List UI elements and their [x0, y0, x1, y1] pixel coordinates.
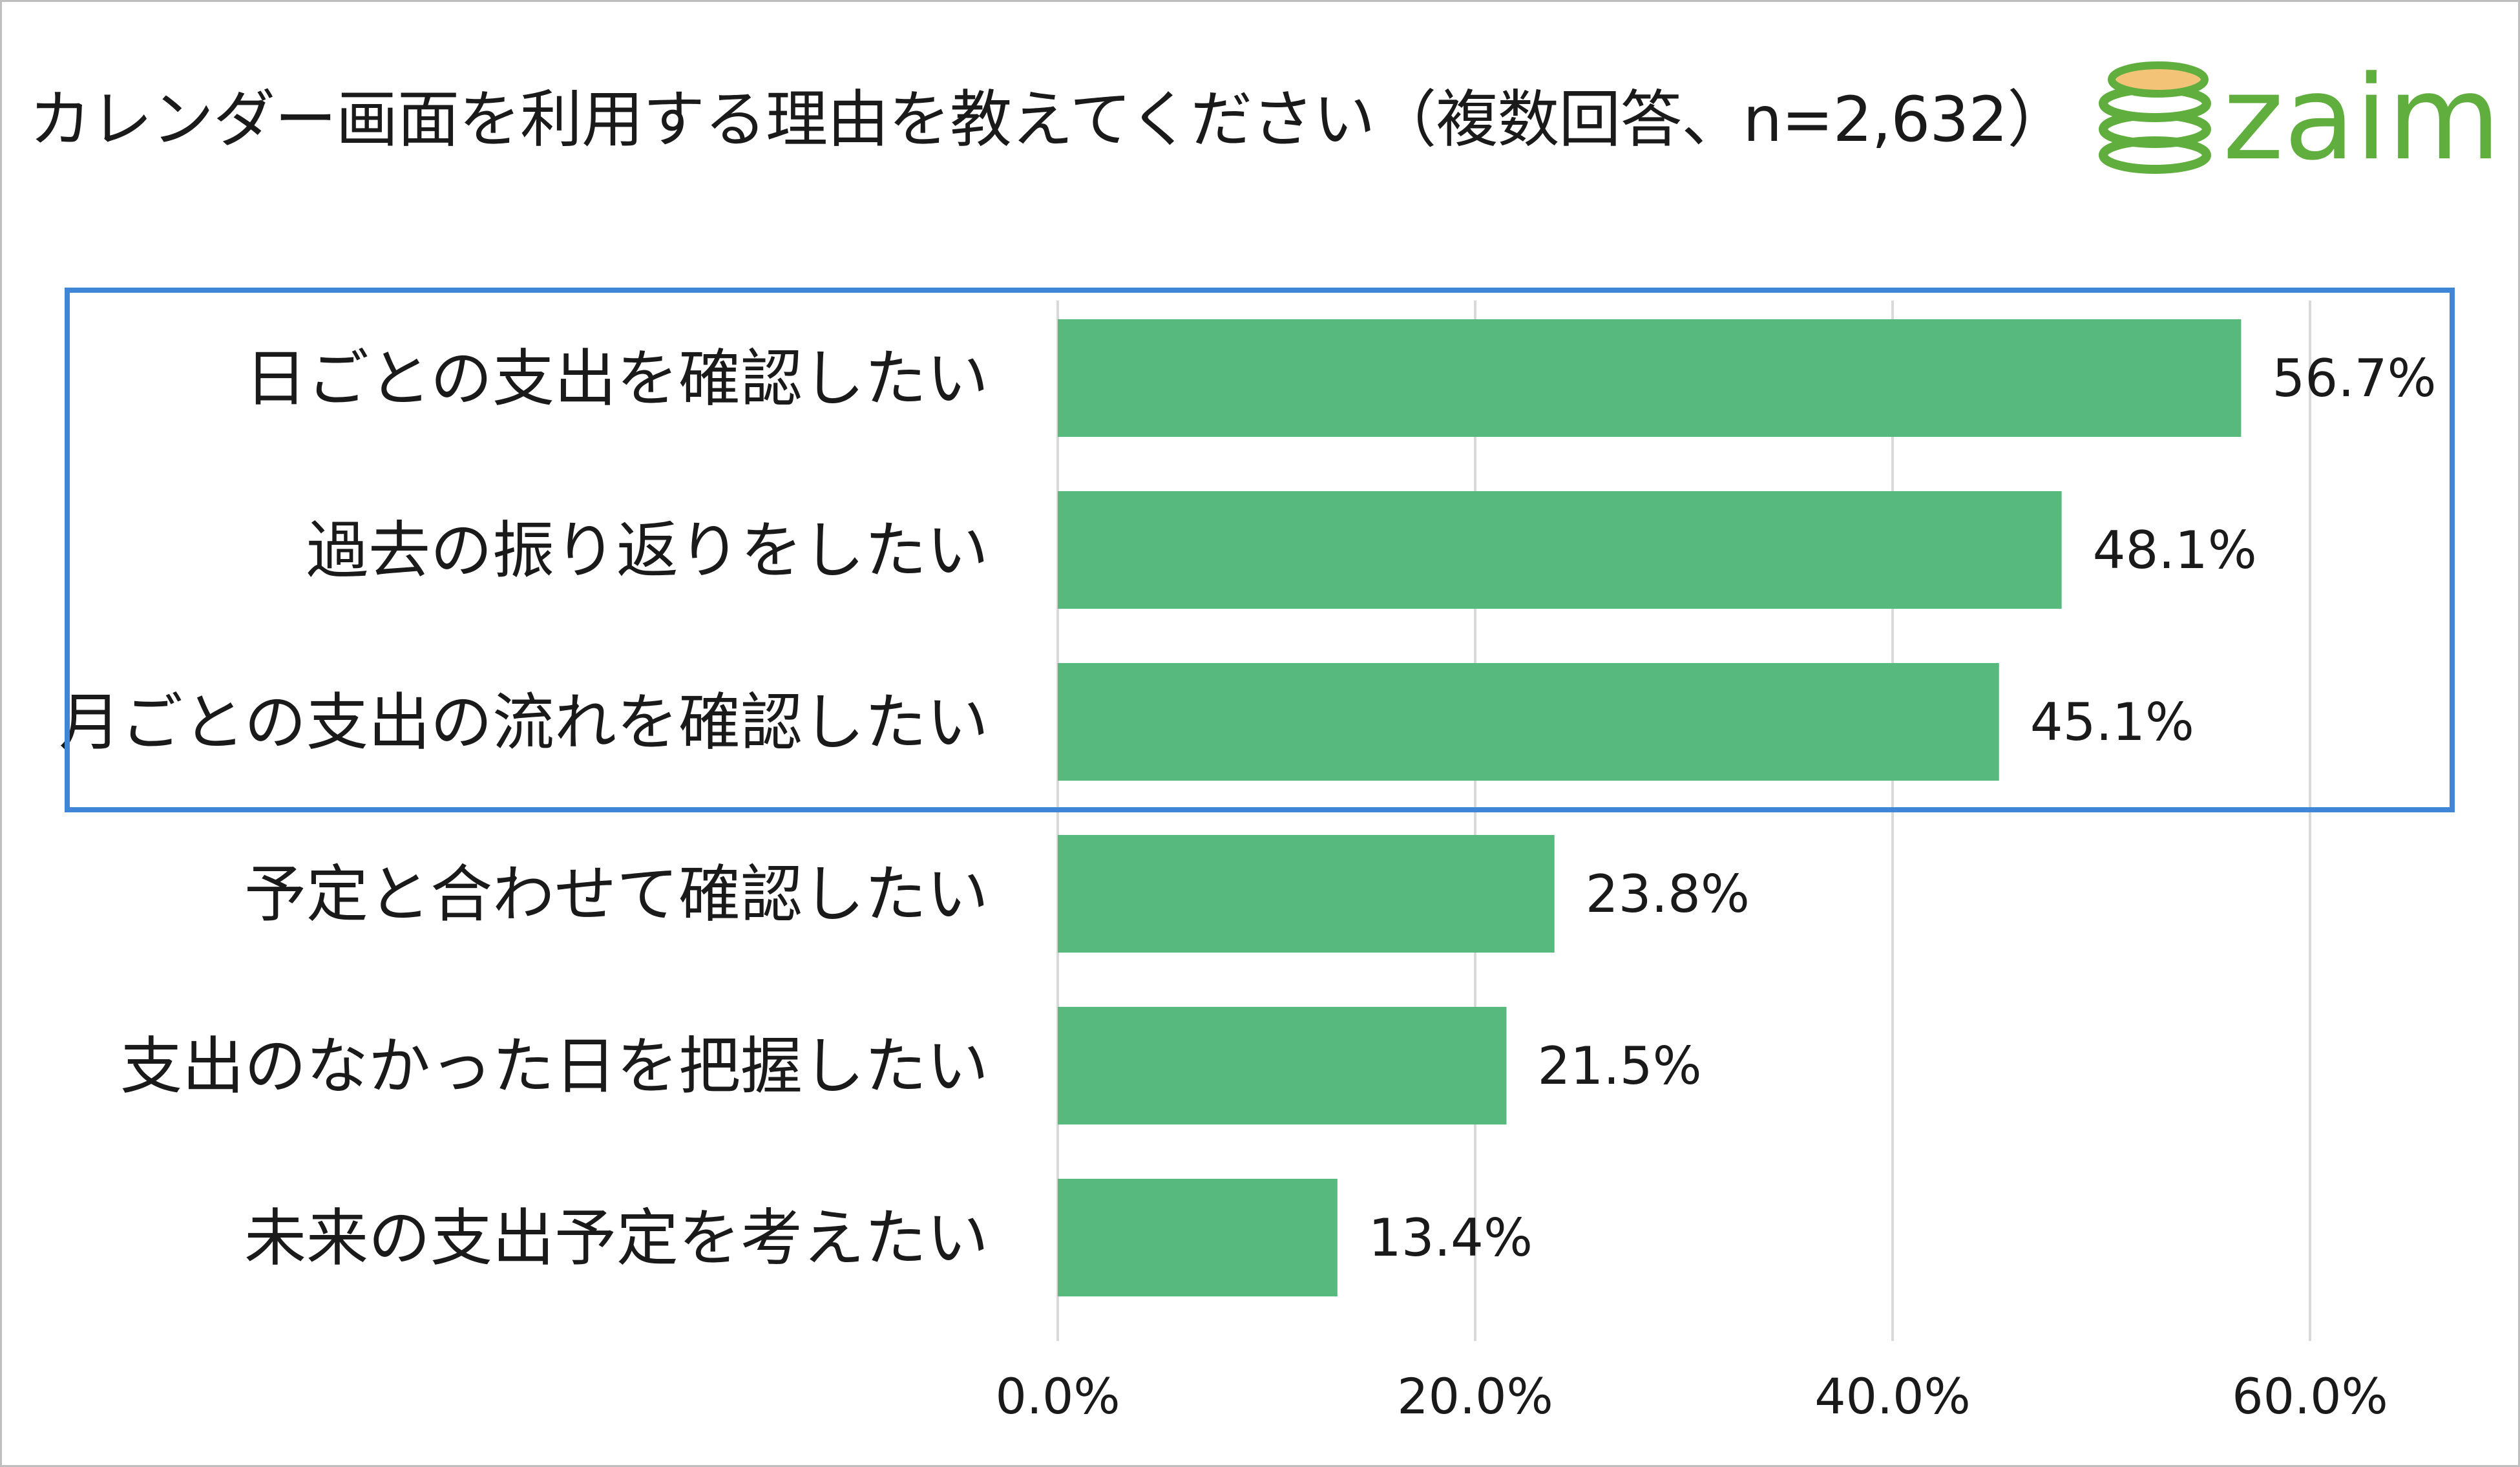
logo-text: zaim — [2223, 55, 2494, 178]
category-label: 日ごとの支出を確認したい — [245, 343, 989, 415]
value-labels: 56.7% 48.1% 45.1% 23.8% 21.5% 13.4% — [1369, 348, 2437, 1268]
bar — [1058, 1179, 1338, 1296]
bar — [1058, 663, 1999, 781]
x-tick-label: 0.0% — [995, 1367, 1120, 1425]
category-label: 支出のなかった日を把握したい — [120, 1030, 989, 1103]
gridlines — [1056, 301, 2311, 1341]
x-tick-label: 40.0% — [1814, 1367, 1970, 1425]
category-labels: 日ごとの支出を確認したい過去の振り返りをしたい月ごとの支出の流れを確認したい予定… — [59, 343, 989, 1274]
value-label: 21.5% — [1537, 1036, 1701, 1096]
coin-stack-icon — [2099, 61, 2211, 174]
value-label: 23.8% — [1586, 864, 1750, 924]
category-label: 予定と合わせて確認したい — [244, 858, 989, 931]
category-label: 過去の振り返りをしたい — [306, 514, 989, 587]
highlight-box — [65, 288, 2455, 812]
chart-title: カレンダー画面を利用する理由を教えてください（複数回答、n=2,632） — [29, 83, 2069, 156]
value-label: 45.1% — [2030, 692, 2194, 752]
value-label: 56.7% — [2272, 348, 2436, 408]
category-label: 月ごとの支出の流れを確認したい — [59, 686, 989, 759]
bar — [1058, 491, 2062, 609]
value-label: 13.4% — [1369, 1208, 1533, 1268]
zaim-logo: zaim — [2099, 55, 2494, 178]
x-axis-ticks: 0.0% 20.0% 40.0% 60.0% — [995, 1367, 2388, 1425]
bar — [1058, 319, 2242, 437]
bars — [1058, 319, 2242, 1296]
x-tick-label: 20.0% — [1397, 1367, 1553, 1425]
bar — [1058, 1007, 1507, 1124]
category-label: 未来の支出予定を考えたい — [244, 1202, 989, 1274]
x-tick-label: 60.0% — [2232, 1367, 2388, 1425]
bar — [1058, 835, 1555, 953]
value-label: 48.1% — [2093, 520, 2257, 580]
